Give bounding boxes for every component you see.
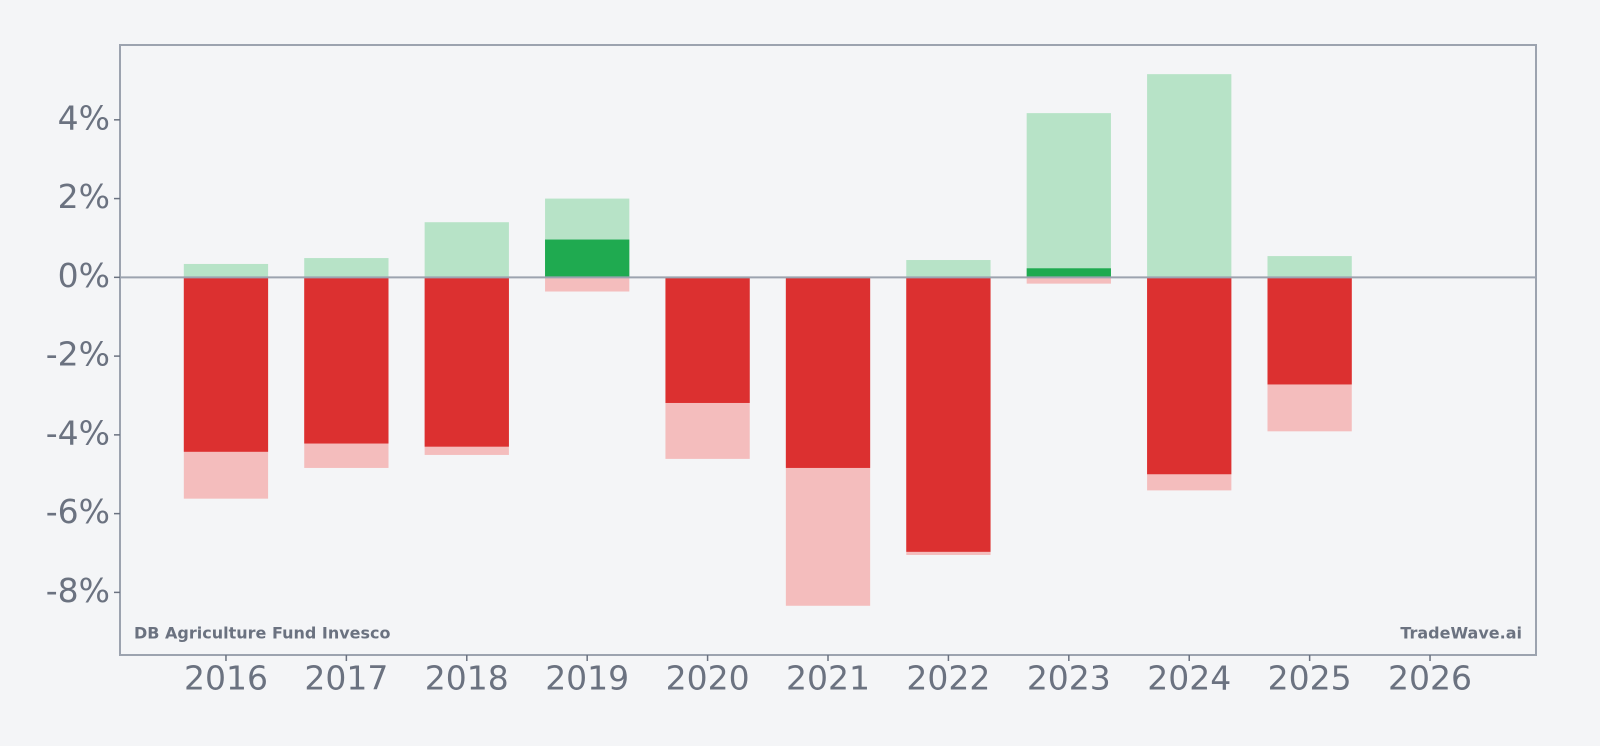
x-tick-label: 2022	[906, 659, 990, 698]
x-tick-label: 2021	[786, 659, 870, 698]
x-tick-label: 2020	[666, 659, 750, 698]
bar	[183, 277, 269, 452]
x-tick-label: 2026	[1388, 659, 1472, 698]
x-tick-label: 2024	[1147, 659, 1231, 698]
y-tick-label: -2%	[46, 335, 110, 374]
x-tick-label: 2016	[184, 659, 268, 698]
bar	[1026, 113, 1111, 278]
x-tick-label: 2019	[545, 659, 629, 698]
source-label: DB Agriculture Fund Invesco	[134, 624, 391, 643]
bar	[1147, 277, 1232, 475]
bar	[304, 258, 389, 278]
bar	[785, 277, 871, 468]
x-tick-label: 2017	[304, 659, 388, 698]
y-tick-label: -8%	[46, 571, 110, 610]
bar	[545, 239, 630, 278]
x-tick-label: 2025	[1268, 659, 1352, 698]
bar	[1267, 277, 1352, 385]
x-tick-label: 2018	[425, 659, 509, 698]
bar	[183, 263, 269, 278]
bar	[665, 277, 750, 403]
x-tick-label: 2023	[1027, 659, 1111, 698]
bar	[545, 277, 630, 292]
bar	[1026, 268, 1111, 278]
brand-label: TradeWave.ai	[1400, 624, 1522, 643]
y-tick-label: -4%	[46, 413, 110, 452]
y-tick-label: 2%	[58, 177, 110, 216]
bar	[1147, 74, 1232, 278]
bar	[424, 277, 509, 447]
bar	[424, 222, 509, 278]
bar	[906, 277, 991, 552]
y-tick-label: -6%	[46, 492, 110, 531]
bar	[1026, 277, 1111, 284]
y-tick-label: 0%	[58, 256, 110, 295]
y-tick-label: 4%	[58, 98, 110, 137]
bar	[906, 260, 991, 278]
bar	[304, 277, 389, 444]
bar	[1267, 256, 1352, 278]
